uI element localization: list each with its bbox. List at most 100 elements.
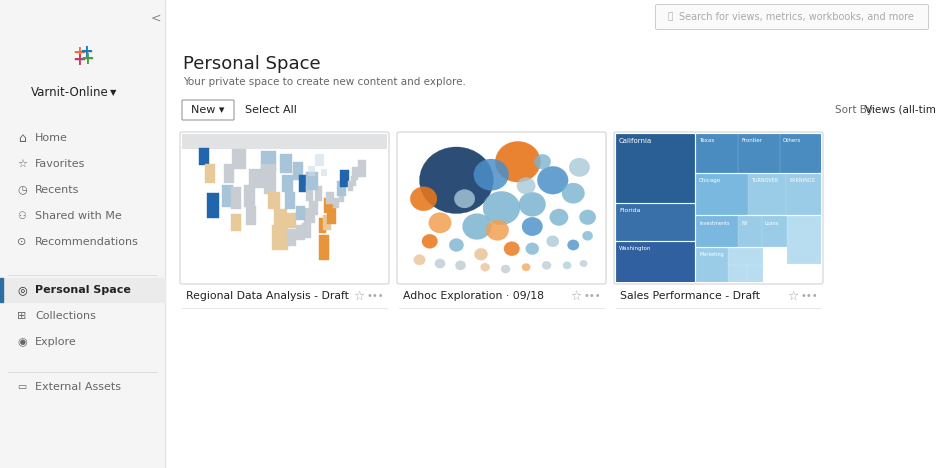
Bar bbox=[327, 207, 336, 224]
Circle shape bbox=[422, 234, 437, 249]
Text: Regional Data Analysis - Draft: Regional Data Analysis - Draft bbox=[186, 291, 349, 301]
Text: ⊞: ⊞ bbox=[17, 311, 27, 321]
Bar bbox=[786, 174, 821, 214]
Circle shape bbox=[579, 210, 596, 225]
Text: ◎: ◎ bbox=[17, 285, 27, 295]
Text: ⌂: ⌂ bbox=[18, 132, 26, 145]
Bar bbox=[747, 265, 762, 282]
Circle shape bbox=[504, 241, 519, 256]
Bar bbox=[748, 174, 785, 214]
FancyBboxPatch shape bbox=[655, 5, 929, 29]
Bar bbox=[302, 223, 311, 238]
Text: +: + bbox=[80, 43, 94, 61]
Circle shape bbox=[526, 243, 539, 255]
Text: Collections: Collections bbox=[35, 311, 95, 321]
Bar bbox=[310, 201, 318, 215]
Bar bbox=[261, 151, 276, 171]
Bar bbox=[293, 162, 303, 180]
Bar bbox=[321, 168, 327, 176]
FancyBboxPatch shape bbox=[180, 132, 389, 284]
Bar bbox=[296, 225, 305, 240]
Bar bbox=[352, 167, 358, 180]
Bar bbox=[245, 205, 256, 225]
Bar bbox=[205, 164, 215, 183]
Bar bbox=[351, 176, 356, 186]
Circle shape bbox=[419, 147, 493, 213]
Text: Search for views, metrics, workbooks, and more: Search for views, metrics, workbooks, an… bbox=[679, 12, 914, 22]
Text: ⚇: ⚇ bbox=[18, 211, 26, 221]
Text: Marketing: Marketing bbox=[699, 252, 724, 257]
Bar bbox=[308, 166, 315, 176]
Bar bbox=[333, 198, 339, 208]
Text: NY: NY bbox=[741, 221, 748, 226]
Text: Florida: Florida bbox=[619, 208, 640, 213]
Bar bbox=[337, 181, 346, 196]
Text: Favorites: Favorites bbox=[35, 159, 85, 169]
Circle shape bbox=[449, 239, 463, 251]
Bar bbox=[616, 242, 694, 282]
Circle shape bbox=[475, 249, 488, 260]
Circle shape bbox=[549, 209, 568, 226]
Text: Explore: Explore bbox=[35, 337, 77, 347]
Circle shape bbox=[522, 217, 543, 236]
Circle shape bbox=[410, 187, 437, 211]
Text: ◷: ◷ bbox=[17, 185, 27, 195]
Bar bbox=[287, 229, 296, 246]
FancyBboxPatch shape bbox=[182, 100, 234, 120]
Circle shape bbox=[414, 255, 425, 265]
Circle shape bbox=[462, 213, 491, 240]
Text: Washington: Washington bbox=[619, 246, 651, 251]
Bar bbox=[696, 134, 737, 172]
FancyBboxPatch shape bbox=[614, 132, 823, 284]
Bar bbox=[182, 100, 387, 149]
Circle shape bbox=[480, 263, 490, 271]
Bar bbox=[280, 154, 292, 174]
Circle shape bbox=[522, 263, 530, 271]
Text: +: + bbox=[72, 44, 86, 61]
Bar bbox=[261, 164, 276, 178]
Text: Personal Space: Personal Space bbox=[183, 55, 321, 73]
Bar bbox=[287, 213, 296, 228]
Bar bbox=[358, 160, 367, 177]
Bar bbox=[340, 190, 344, 202]
Bar bbox=[232, 149, 246, 168]
Text: Sort By:: Sort By: bbox=[835, 105, 883, 115]
Bar bbox=[224, 164, 234, 183]
Bar bbox=[0, 278, 3, 302]
Text: 🔍: 🔍 bbox=[667, 13, 672, 22]
Circle shape bbox=[579, 260, 587, 267]
Circle shape bbox=[534, 154, 550, 169]
Text: Select All: Select All bbox=[245, 105, 297, 115]
Bar bbox=[738, 134, 779, 172]
Circle shape bbox=[517, 177, 535, 194]
Circle shape bbox=[562, 183, 584, 204]
Text: ▭: ▭ bbox=[18, 382, 26, 392]
Circle shape bbox=[486, 220, 508, 241]
Text: Loans: Loans bbox=[765, 221, 779, 226]
Text: California: California bbox=[619, 138, 652, 144]
Circle shape bbox=[501, 265, 510, 273]
Text: <: < bbox=[151, 12, 161, 24]
Circle shape bbox=[429, 212, 451, 233]
Circle shape bbox=[563, 262, 571, 269]
Bar bbox=[738, 217, 761, 246]
Text: ☆: ☆ bbox=[570, 290, 581, 302]
Text: Investments: Investments bbox=[699, 221, 729, 226]
Text: EARNINGS: EARNINGS bbox=[789, 178, 815, 183]
Text: •••: ••• bbox=[366, 291, 384, 301]
Bar bbox=[727, 248, 762, 264]
Text: Recents: Recents bbox=[35, 185, 80, 195]
Text: Chicago: Chicago bbox=[699, 178, 721, 183]
Bar bbox=[207, 193, 219, 218]
Bar bbox=[231, 214, 241, 232]
Circle shape bbox=[454, 190, 475, 208]
FancyBboxPatch shape bbox=[397, 132, 606, 284]
Bar bbox=[243, 184, 256, 207]
Bar bbox=[304, 208, 314, 223]
Bar bbox=[249, 168, 264, 188]
Text: Recommendations: Recommendations bbox=[35, 237, 139, 247]
Bar bbox=[762, 217, 786, 246]
Bar bbox=[273, 209, 286, 227]
Bar bbox=[780, 134, 821, 172]
Text: Frontier: Frontier bbox=[741, 138, 762, 143]
